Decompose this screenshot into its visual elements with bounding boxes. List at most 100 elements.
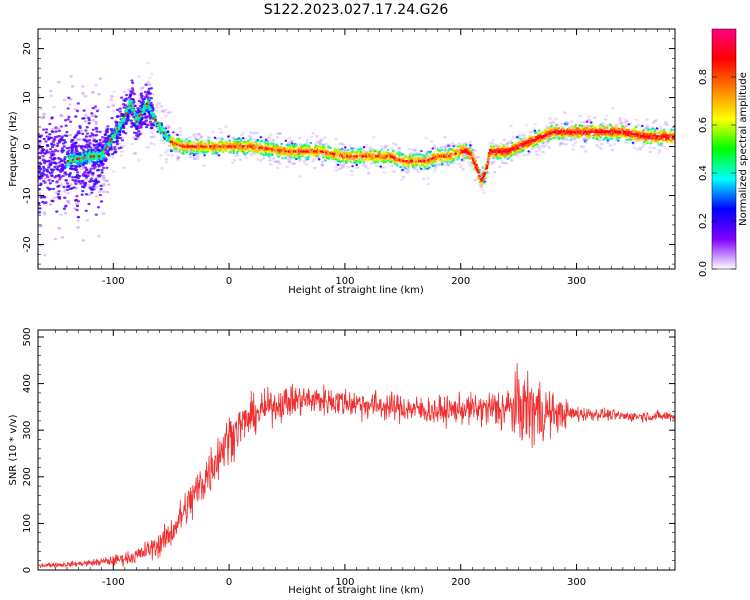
spectrogram-cell [38, 170, 42, 173]
spectrogram-ridge-cell [241, 137, 245, 140]
spectrogram-cell [63, 166, 67, 170]
spectrogram-cell [66, 107, 70, 110]
spectrogram-cell [415, 168, 420, 172]
spectrogram-cell [490, 162, 495, 165]
spectrogram-cell [467, 160, 471, 164]
spectrogram-cell [515, 153, 520, 157]
spectrogram-cell [154, 103, 159, 106]
spectrogram-ridge-cell [308, 145, 312, 148]
spectrogram-ridge-cell [213, 136, 217, 139]
spectrogram-cell [99, 200, 104, 203]
spectrogram-ridge-cell [205, 146, 208, 149]
spectrogram-ridge-cell [485, 171, 489, 174]
spectrogram-ridge-cell [471, 149, 474, 152]
spectrogram-ridge-cell [422, 153, 425, 157]
spectrogram-cell [68, 183, 73, 186]
spectrogram-cell [624, 124, 629, 128]
spectrogram-cell [52, 196, 57, 200]
spectrogram-cell [45, 169, 50, 172]
spectrogram-cell [623, 121, 628, 124]
spectrogram-cell [239, 133, 244, 137]
spectrogram-ridge-cell [176, 133, 179, 136]
spectrogram-cell [63, 141, 68, 144]
spectrogram-ridge-cell [361, 150, 365, 153]
spectrogram-cell [334, 137, 339, 141]
spectrogram-peak-cell [454, 152, 458, 155]
spectrogram-ridge-cell [455, 149, 459, 152]
spectrogram-ridge-cell [142, 110, 146, 113]
spectrogram-ridge-cell [416, 153, 420, 156]
spectrogram-cell [320, 138, 324, 142]
spectrogram-cell [571, 148, 575, 151]
spectrogram-cell [92, 185, 96, 188]
spectrogram-cell [528, 131, 533, 134]
spectrogram-ridge-cell [585, 120, 589, 123]
spectrogram-cell [57, 226, 62, 230]
spectrogram-ridge-cell [249, 138, 252, 141]
spectrogram-ridge-cell [424, 157, 427, 160]
spectrogram-cell [166, 153, 171, 157]
spectrogram-cell [60, 135, 65, 138]
spectrogram-cell [46, 144, 50, 148]
spectrogram-cell [48, 171, 52, 175]
spectrogram-ridge-cell [529, 135, 533, 138]
spectrogram-cell [305, 141, 309, 145]
spectrogram-cell [87, 118, 91, 122]
spectrogram-cell [92, 148, 96, 152]
spectrogram-peak-cell [355, 155, 359, 158]
spectrogram-cell [68, 103, 72, 106]
spectrogram-cell [130, 79, 134, 82]
spectrogram-cell [101, 176, 106, 180]
spectrogram-cell [585, 124, 590, 128]
spectrogram-cell [98, 130, 102, 134]
spectrogram-cell [150, 135, 154, 139]
spectrogram-cell [509, 139, 513, 142]
spectrogram-cell [278, 162, 282, 166]
spectrogram-ridge-cell [540, 131, 544, 134]
spectrogram-cell [624, 141, 628, 144]
spectrogram-ridge-cell [265, 145, 269, 148]
spectrogram-cell [83, 184, 87, 187]
spectrogram-cell [75, 194, 79, 198]
spectrogram-cell [41, 151, 45, 154]
spectrogram-cell [539, 144, 544, 148]
spectrogram-ridge-cell [338, 160, 342, 163]
spectrogram-cell [65, 151, 70, 154]
spectrogram-cell [54, 130, 58, 133]
spectrogram-cell [338, 163, 342, 167]
spectrogram-ridge-cell [275, 152, 278, 155]
spectrogram-cell [63, 196, 67, 200]
spectrogram-ridge-cell [202, 150, 205, 153]
spectrogram-ridge-cell [220, 138, 224, 141]
spectrogram-peak-cell [483, 172, 487, 175]
spectrogram-cell [278, 131, 282, 135]
spectrogram-ridge-cell [195, 139, 199, 142]
spectrogram-cell [44, 140, 48, 143]
spectrogram-cell [479, 185, 484, 189]
spectrogram-ridge-cell [420, 167, 423, 171]
spectrogram-ridge-cell [536, 134, 540, 137]
spectrogram-ridge-cell [486, 162, 490, 166]
spectrogram-ridge-cell [351, 165, 354, 168]
spectrogram-ridge-cell [401, 168, 404, 171]
spectrogram-ridge-cell [194, 152, 198, 156]
spectrogram-cell [579, 145, 584, 148]
spectrogram-cell [612, 142, 617, 146]
spectrogram-cell [109, 95, 114, 98]
spectrogram-cell [569, 124, 574, 128]
spectrogram-cell [489, 161, 493, 164]
spectrogram-cell [41, 165, 46, 169]
spectrogram-cell [66, 200, 71, 203]
spectrogram-ridge-cell [453, 149, 457, 152]
spectrogram-cell [114, 150, 118, 154]
spectrogram-cell [161, 110, 166, 114]
spectrogram-cell [573, 138, 577, 141]
spectrogram-cell [51, 187, 56, 191]
spectrogram-cell [654, 119, 659, 122]
spectrogram-cell [269, 162, 273, 166]
spectrogram-ridge-cell [173, 139, 176, 142]
spectrogram-ridge-cell [384, 160, 388, 163]
spectrogram-cell [106, 105, 111, 109]
spectrogram-ridge-cell [586, 136, 590, 139]
spectrogram-ridge-cell [515, 136, 519, 139]
